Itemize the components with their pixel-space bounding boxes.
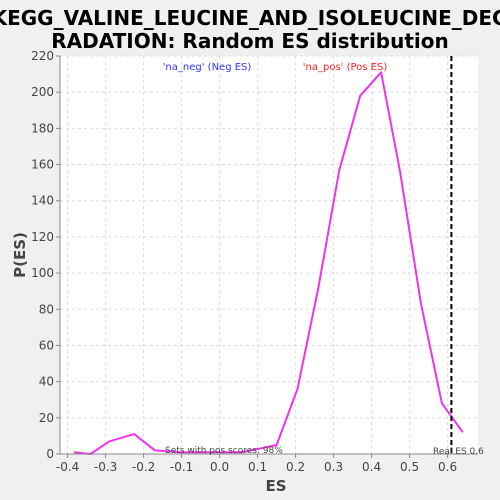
y-tick-label: 220 — [31, 49, 54, 63]
y-axis-label: P(ES) — [11, 232, 29, 278]
x-tick-label: 0.4 — [362, 460, 381, 474]
legend-neg: 'na_neg' (Neg ES) — [163, 62, 252, 73]
y-tick-label: 120 — [31, 230, 54, 244]
x-tick-label: 0.6 — [438, 460, 457, 474]
x-tick-label: 0.2 — [286, 460, 305, 474]
x-tick-label: 0.3 — [324, 460, 343, 474]
chart-title-line1: KEGG_VALINE_LEUCINE_AND_ISOLEUCINE_DEG — [0, 6, 500, 30]
x-axis-label: ES — [265, 477, 286, 495]
chart-title-line2: RADATION: Random ES distribution — [51, 29, 449, 53]
x-tick-label: -0.2 — [132, 460, 155, 474]
y-tick-label: 20 — [39, 411, 54, 425]
x-tick-label: 0.5 — [400, 460, 419, 474]
x-tick-label: 0.1 — [248, 460, 267, 474]
x-tick-label: -0.4 — [56, 460, 79, 474]
legend-pos: 'na_pos' (Pos ES) — [303, 62, 388, 73]
y-tick-label: 100 — [31, 266, 54, 280]
y-tick-label: 80 — [39, 302, 54, 316]
axis-ticks: 0 20 40 60 80 100 120 140 160 180 200 220 -0.4 -0.3 -0… — [31, 49, 457, 474]
y-tick-label: 140 — [31, 194, 54, 208]
x-tick-label: 0.0 — [210, 460, 229, 474]
real-es-label: Real ES 0.6 — [433, 447, 484, 457]
es-distribution-line — [73, 71, 464, 455]
x-tick-label: -0.1 — [170, 460, 193, 474]
series-layer — [73, 56, 464, 455]
y-tick-label: 160 — [31, 158, 54, 172]
y-tick-label: 180 — [31, 121, 54, 135]
y-tick-label: 40 — [39, 375, 54, 389]
y-tick-label: 0 — [46, 447, 54, 461]
pos-scores-annotation: Sets with pos scores: 98% — [165, 446, 283, 456]
y-tick-label: 200 — [31, 85, 54, 99]
grid — [60, 55, 478, 455]
plot-area — [60, 56, 478, 454]
x-tick-label: -0.3 — [94, 460, 117, 474]
y-tick-label: 60 — [39, 338, 54, 352]
